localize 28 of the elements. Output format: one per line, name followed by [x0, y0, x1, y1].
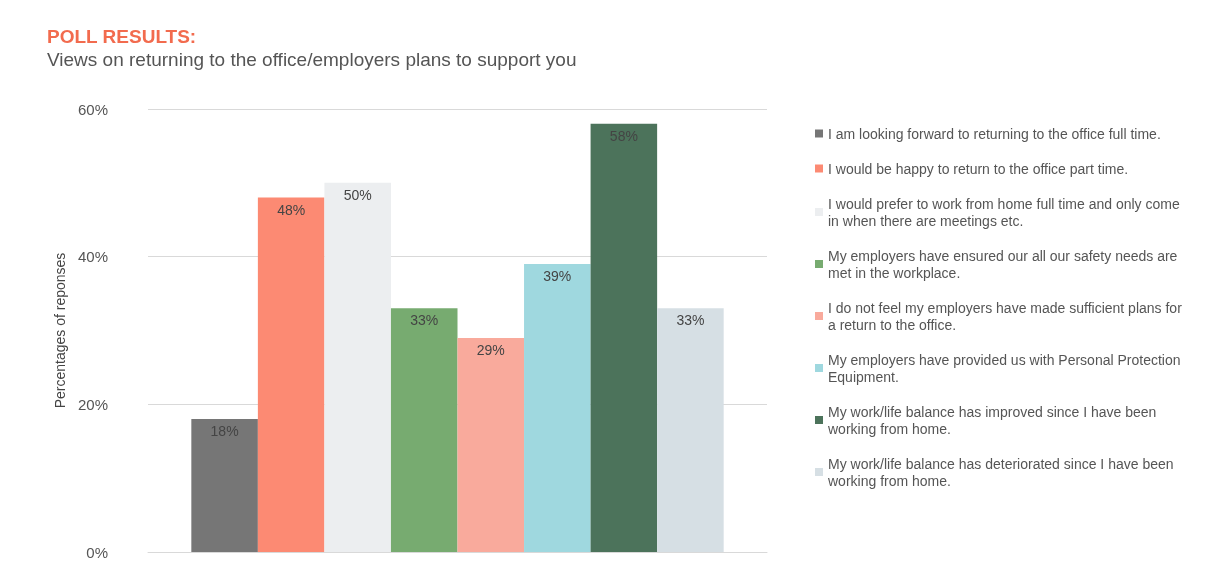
bar — [324, 182, 391, 552]
legend-label: I would be happy to return to the office part time. — [828, 160, 1129, 177]
data-label: 33% — [676, 312, 705, 329]
legend-label: My work/life balance has improved since I have been working from home. — [827, 403, 1161, 437]
y-axis-title: Percentages of reponses — [52, 252, 69, 409]
data-label: 48% — [277, 201, 306, 218]
bar — [457, 337, 525, 552]
bar — [590, 123, 658, 552]
y-tick-label: 0% — [86, 543, 108, 561]
chart-subtitle: Views on returning to the office/employers plans to support you — [47, 49, 577, 70]
data-label: 29% — [476, 341, 505, 358]
bar — [257, 197, 325, 552]
legend-label: My employers have provided us with Personal Protection Equipment. — [828, 351, 1185, 385]
legend-label: My work/life balance has deteriorated since I have been working from home. — [827, 455, 1178, 489]
legend-label: I do not feel my employers have made sufficient plans for a return to the office. — [828, 299, 1186, 333]
y-tick-label: 40% — [77, 248, 108, 266]
chart-title: POLL RESULTS: — [47, 26, 197, 47]
data-label: 50% — [343, 186, 372, 203]
data-label: 39% — [543, 268, 572, 285]
y-tick-label: 60% — [77, 100, 108, 118]
legend-label: I would prefer to work from home full time and only come in when there are meetings etc. — [828, 195, 1184, 229]
data-label: 33% — [410, 312, 439, 329]
bar — [390, 308, 458, 552]
bar — [524, 264, 591, 552]
legend-label: My employers have ensured our all our safety needs are met in the workplace. — [828, 247, 1182, 281]
y-tick-label: 20% — [77, 395, 108, 413]
bar — [191, 419, 258, 552]
legend-label: I am looking forward to returning to the office full time. — [828, 125, 1161, 142]
